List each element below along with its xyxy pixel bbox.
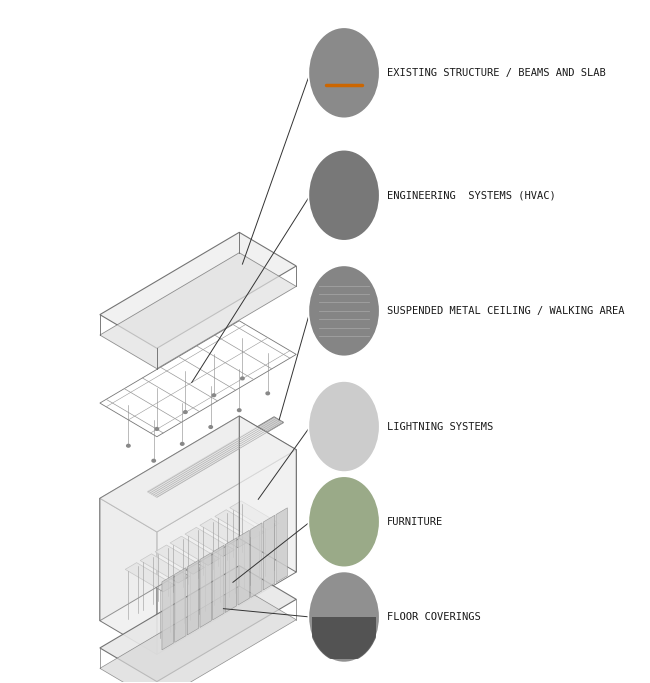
Polygon shape [238, 530, 250, 605]
Polygon shape [185, 527, 235, 557]
Polygon shape [100, 586, 296, 683]
Polygon shape [213, 545, 224, 620]
Polygon shape [140, 554, 190, 583]
Ellipse shape [152, 460, 155, 462]
Ellipse shape [266, 392, 270, 395]
Polygon shape [200, 553, 211, 628]
Polygon shape [263, 515, 275, 590]
Polygon shape [276, 508, 287, 583]
Text: FLOOR COVERINGS: FLOOR COVERINGS [387, 612, 481, 622]
Ellipse shape [181, 443, 184, 445]
Ellipse shape [209, 426, 213, 428]
Ellipse shape [308, 476, 380, 568]
Polygon shape [100, 232, 296, 348]
Polygon shape [226, 538, 237, 613]
Polygon shape [125, 563, 175, 592]
Polygon shape [229, 501, 279, 530]
Text: LIGHTNING SYSTEMS: LIGHTNING SYSTEMS [387, 421, 493, 432]
Ellipse shape [212, 394, 216, 397]
Polygon shape [175, 568, 186, 643]
Polygon shape [100, 566, 296, 682]
Ellipse shape [184, 410, 187, 413]
Text: ENGINEERING  SYSTEMS (HVAC): ENGINEERING SYSTEMS (HVAC) [387, 191, 556, 200]
Text: SUSPENDED METAL CEILING / WALKING AREA: SUSPENDED METAL CEILING / WALKING AREA [387, 306, 625, 316]
Polygon shape [214, 510, 264, 539]
Polygon shape [100, 416, 296, 532]
Polygon shape [200, 518, 250, 548]
Polygon shape [157, 449, 296, 654]
Polygon shape [170, 536, 220, 566]
Polygon shape [251, 522, 262, 598]
Ellipse shape [155, 428, 159, 430]
Ellipse shape [308, 27, 380, 118]
Ellipse shape [240, 377, 244, 380]
Polygon shape [187, 560, 199, 635]
Polygon shape [312, 617, 376, 659]
Ellipse shape [308, 265, 380, 357]
Polygon shape [100, 253, 296, 369]
Polygon shape [155, 545, 205, 574]
Ellipse shape [308, 572, 380, 663]
Polygon shape [100, 499, 157, 654]
Polygon shape [148, 417, 283, 497]
Ellipse shape [308, 150, 380, 241]
Ellipse shape [127, 445, 130, 447]
Ellipse shape [237, 409, 241, 412]
Polygon shape [100, 416, 239, 621]
Text: EXISTING STRUCTURE / BEAMS AND SLAB: EXISTING STRUCTURE / BEAMS AND SLAB [387, 68, 606, 78]
Text: FURNITURE: FURNITURE [387, 517, 443, 527]
Polygon shape [239, 416, 296, 572]
Ellipse shape [308, 381, 380, 472]
Polygon shape [162, 575, 174, 650]
